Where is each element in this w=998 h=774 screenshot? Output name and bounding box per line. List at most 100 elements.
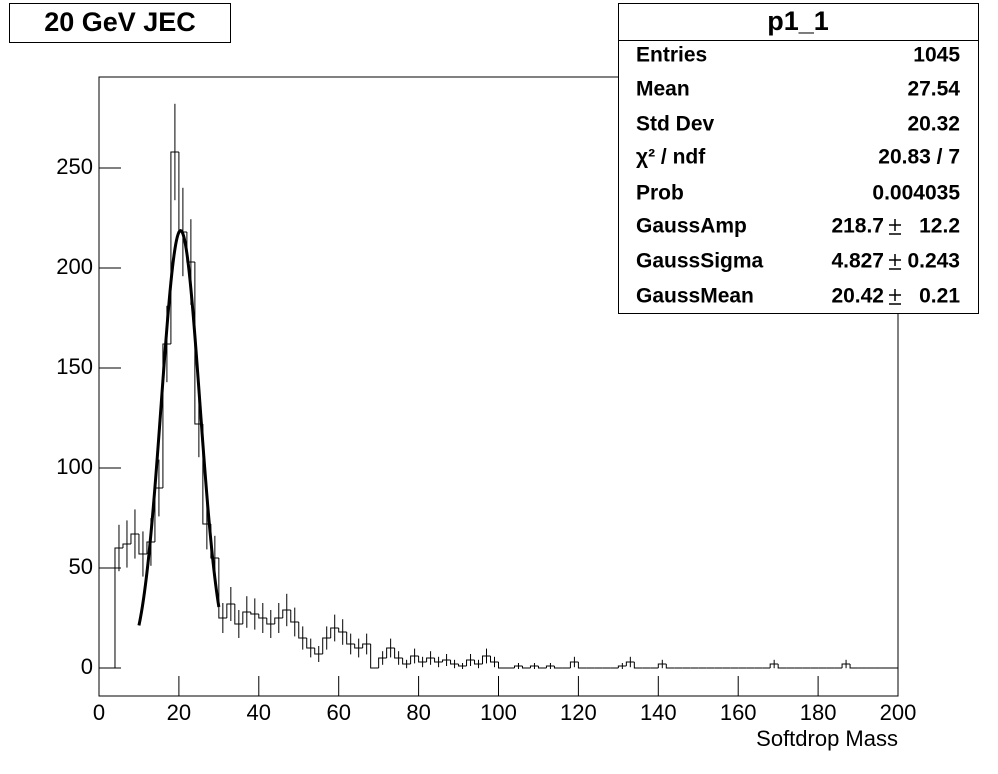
histogram-bin xyxy=(434,658,443,663)
x-tick-label: 140 xyxy=(640,700,677,725)
histogram-bin xyxy=(378,657,387,668)
x-tick-label: 60 xyxy=(326,700,350,725)
histogram-bin xyxy=(114,547,123,668)
histogram-bin xyxy=(234,604,243,625)
histogram-bin xyxy=(290,610,299,623)
histogram-bin xyxy=(490,656,499,663)
histogram-bin xyxy=(394,648,403,659)
x-tick-label: 180 xyxy=(800,700,837,725)
histogram-bin xyxy=(346,632,355,645)
histogram-bin xyxy=(138,534,147,555)
x-tick-label: 160 xyxy=(720,700,757,725)
histogram-bin xyxy=(130,533,139,544)
stats-value: 20.83 / 7 xyxy=(878,146,960,169)
stats-label: GaussSigma xyxy=(636,250,764,273)
fit-curve xyxy=(137,228,221,626)
histogram-bin xyxy=(282,609,291,618)
histogram-bin xyxy=(474,660,483,665)
plus-minus xyxy=(889,219,901,235)
stats-label: χ² / ndf xyxy=(636,146,706,169)
plus-minus xyxy=(889,254,901,270)
histogram-bin xyxy=(442,659,451,662)
histogram-bin xyxy=(362,643,371,648)
histogram-bin xyxy=(569,661,579,668)
histogram-bin xyxy=(242,611,251,624)
x-tick-label: 120 xyxy=(560,700,597,725)
y-tick-label: 200 xyxy=(56,254,93,279)
histogram-bin xyxy=(386,647,395,658)
title-box xyxy=(9,3,231,43)
stats-value: 218.7 xyxy=(831,215,884,238)
x-axis-label: Softdrop Mass xyxy=(756,726,898,751)
histogram-bin xyxy=(410,655,419,664)
histogram-bin xyxy=(426,657,435,662)
histogram-bin xyxy=(274,617,283,624)
histogram-bin xyxy=(226,603,235,618)
histogram-bin xyxy=(466,659,475,666)
histogram-bin xyxy=(330,627,339,638)
x-tick-label: 80 xyxy=(406,700,430,725)
y-tick-label: 50 xyxy=(69,554,93,579)
histogram-bin xyxy=(250,612,259,615)
stats-label: Entries xyxy=(636,44,707,67)
histogram-bin xyxy=(338,628,347,633)
histogram-bin xyxy=(513,665,523,668)
histogram-bin xyxy=(314,648,323,655)
histogram-bin xyxy=(258,614,267,619)
histogram-bin xyxy=(777,664,787,669)
histogram-bin xyxy=(849,664,859,669)
histogram-bin xyxy=(657,663,667,668)
stats-value: 0.004035 xyxy=(872,182,960,205)
histogram-bin xyxy=(266,618,275,625)
histogram-bin xyxy=(298,622,307,639)
y-tick-label: 150 xyxy=(56,354,93,379)
histogram-bin xyxy=(354,644,363,649)
histogram-bin xyxy=(769,663,779,668)
stats-error: 12.2 xyxy=(919,215,960,238)
histogram-bin xyxy=(370,644,379,669)
histogram-bin xyxy=(402,658,411,665)
histogram-bin xyxy=(529,665,539,668)
histogram-bin xyxy=(418,656,427,663)
stats-value: 20.42 xyxy=(831,285,884,308)
histogram-bin xyxy=(218,558,227,619)
histogram-bin xyxy=(537,666,547,669)
x-tick-label: 20 xyxy=(167,700,191,725)
stats-title: p1_1 xyxy=(767,6,829,36)
histogram-bin xyxy=(482,655,491,664)
histogram-bin xyxy=(498,662,507,669)
y-tick-label: 0 xyxy=(81,654,93,679)
stats-label: Prob xyxy=(636,182,684,205)
stats-error: 0.21 xyxy=(919,285,960,308)
plus-minus xyxy=(889,289,901,305)
histogram-bin xyxy=(450,660,459,665)
stats-value: 27.54 xyxy=(907,78,960,101)
y-tick-label: 100 xyxy=(56,454,93,479)
stats-label: GaussAmp xyxy=(636,215,747,238)
stats-error: 0.243 xyxy=(907,250,960,273)
histogram-bin xyxy=(306,638,315,649)
x-tick-label: 0 xyxy=(93,700,105,725)
stats-label: GaussMean xyxy=(636,285,754,308)
histogram-bin xyxy=(162,343,171,488)
stats-value: 1045 xyxy=(913,44,960,67)
histogram-bin xyxy=(122,543,131,548)
stats-label: Mean xyxy=(636,78,690,101)
histogram-bin xyxy=(545,665,555,668)
histogram-bin xyxy=(577,662,587,669)
histogram-bin xyxy=(625,661,635,666)
histogram-bin xyxy=(553,666,563,669)
stats-value: 4.827 xyxy=(831,250,884,273)
stats-value: 20.32 xyxy=(907,113,960,136)
histogram-bin xyxy=(322,637,331,654)
stats-label: Std Dev xyxy=(636,113,715,136)
y-tick-label: 250 xyxy=(56,154,93,179)
histogram-bin xyxy=(633,662,643,669)
histogram-bin xyxy=(146,541,155,554)
chart-title: 20 GeV JEC xyxy=(44,7,196,37)
x-tick-label: 40 xyxy=(247,700,271,725)
x-tick-label: 100 xyxy=(480,700,517,725)
histogram-bin xyxy=(841,663,851,668)
